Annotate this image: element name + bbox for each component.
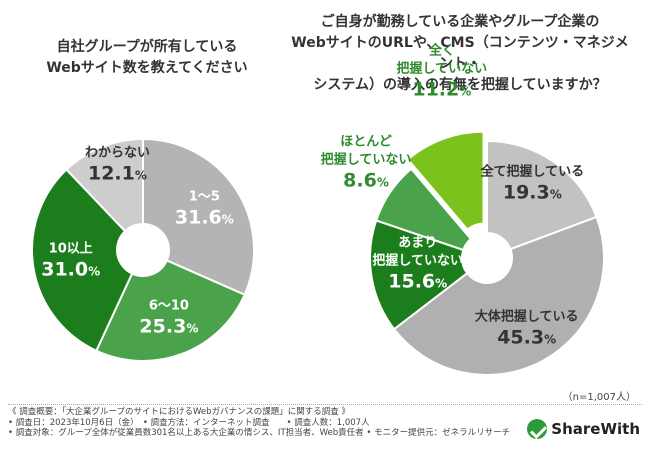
chart2-value-label: 19.3% (502, 181, 562, 204)
chart2-slice-1 (392, 215, 605, 376)
chart1-slice-label-3: わからない 12.1% (85, 145, 150, 188)
chart1-category-label: わからない (84, 145, 150, 161)
sharewith-logo: ShareWith (527, 419, 640, 439)
footnote-line: 《 調査概要：「大企業グループのサイトにおけるWebガバナンスの課題」に関する調… (8, 407, 351, 417)
chart2-title: ご自身が勤務している企業やグループ企業の WebサイトのURLや、CMS（コンテ… (290, 12, 630, 96)
chart2-value-label: 11.2% (412, 78, 472, 101)
chart1-value-label: 25.3% (139, 315, 199, 338)
footnote-line: • 調査対象：グループ全体が従業員数301名以上ある大企業の情シス、IT担当者、… (8, 428, 511, 438)
chart2-slice-4 (406, 130, 485, 231)
chart2-title-line: ご自身が勤務している企業やグループ企業の (320, 14, 600, 30)
chart1-value-label: 12.1% (87, 162, 147, 185)
chart2-category-label: ほとんど (340, 134, 392, 150)
chart2-slice-2 (369, 219, 469, 331)
chart2-slice-label-4: 全く把握していない 11.2% (397, 42, 488, 103)
chart1-slice-0 (142, 137, 255, 297)
chart2-category-label: 把握していない (372, 253, 464, 269)
chart1-title-line: Webサイト数を教えてください (46, 60, 248, 76)
chart1-slice-label-1: 6～10 25.3% (139, 297, 198, 340)
chart1-slice-3 (65, 137, 144, 233)
chart1-title-line: 自社グループが所有している (56, 39, 238, 55)
chart2-category-label: 全て把握している (480, 164, 585, 180)
footnote-line: • 調査日：2023年10月6日（金） • 調査方法：インターネット調査 • 調… (8, 417, 370, 428)
chart1-value-label: 31.6% (174, 206, 234, 229)
footer-divider (8, 404, 642, 405)
chart2-slice-label-2: あまり把握していない 15.6% (372, 235, 463, 296)
chart2-category-label: あまり (398, 235, 438, 251)
sample-size-note: （n=1,007人） (562, 392, 636, 403)
chart2-value-label: 15.6% (388, 270, 448, 293)
chart2-category-label: 全く (428, 43, 455, 59)
chart1-category-label: 6～10 (148, 298, 189, 314)
survey-footnotes: 《 調査概要：「大企業グループのサイトにおけるWebガバナンスの課題」に関する調… (8, 407, 528, 439)
chart2-category-label: 大体把握している (474, 309, 579, 325)
chart2-value-label: 8.6% (343, 169, 389, 192)
chart2-title-line: WebサイトのURLや、CMS（コンテンツ・マネジメント・ (291, 35, 629, 72)
chart2-slice-3 (374, 167, 473, 252)
sharewith-logo-text: ShareWith (551, 420, 640, 438)
chart2-value-label: 45.3% (497, 326, 557, 349)
chart2-category-label: 把握していない (320, 152, 412, 168)
chart1-category-label: 10以上 (48, 241, 93, 257)
chart2-title-line: システム）の導入の有無を把握していますか？ (313, 77, 607, 93)
chart1-slice-label-2: 10以上 31.0% (41, 240, 100, 283)
chart1-value-label: 31.0% (41, 258, 101, 281)
chart2-slice-label-1: 大体把握している 45.3% (475, 308, 579, 351)
chart1-title: 自社グループが所有している Webサイト数を教えてください (22, 37, 272, 79)
chart2-slice-label-3: ほとんど把握していない 8.6% (321, 133, 412, 194)
chart2-category-label: 把握していない (396, 61, 488, 77)
chart1-slice-label-0: 1～5 31.6% (175, 188, 234, 231)
chart1-slice-2 (31, 168, 134, 353)
sharewith-logo-icon (527, 419, 548, 439)
chart2-slice-0 (486, 139, 598, 251)
chart1-category-label: 1～5 (188, 189, 220, 205)
chart2-slice-label-0: 全て把握している 19.3% (481, 163, 585, 206)
chart1-slice-1 (95, 259, 246, 362)
